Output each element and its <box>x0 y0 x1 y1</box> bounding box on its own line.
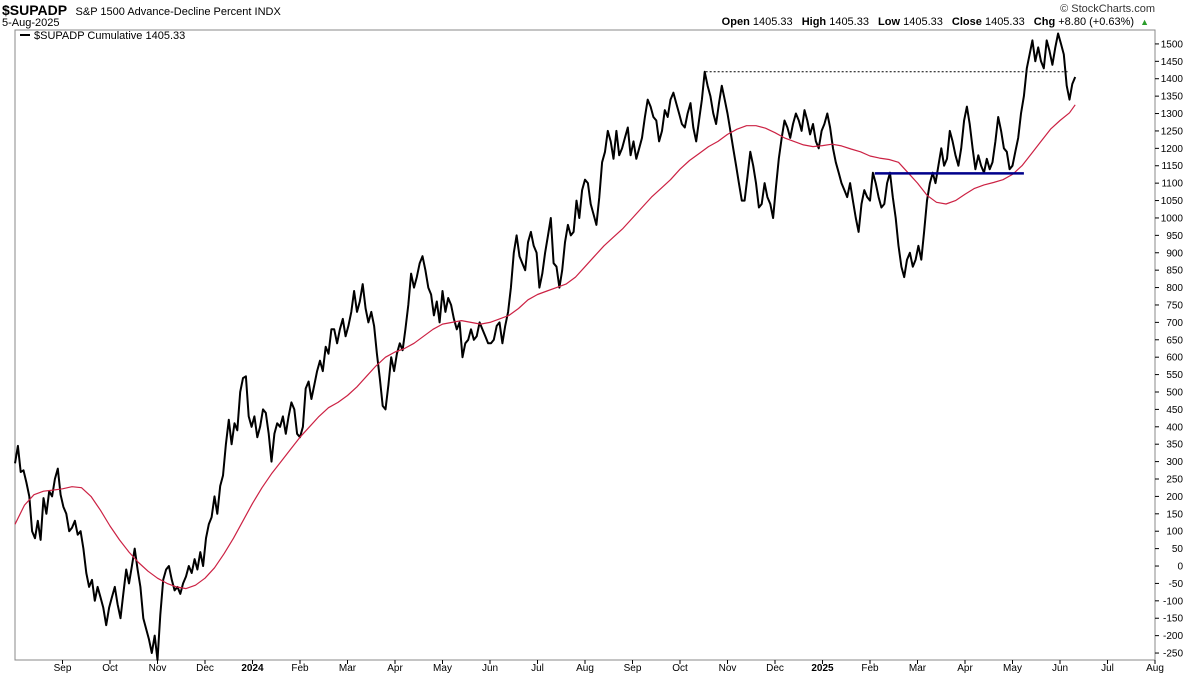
x-tick-label: Jul <box>531 663 544 674</box>
legend-label: $SUPADP Cumulative 1405.33 <box>34 30 185 42</box>
legend: $SUPADP Cumulative 1405.33 <box>20 30 185 42</box>
x-axis: Sep Oct Nov Dec 2024 Feb Mar Apr May Jun Jul Aug Sep… <box>54 660 1164 674</box>
x-tick-label: Oct <box>672 663 688 674</box>
x-tick-label: May <box>1003 663 1022 674</box>
x-tick-label: Dec <box>766 663 784 674</box>
y-tick-label: 450 <box>1166 405 1183 416</box>
high-value: 1405.33 <box>829 16 869 28</box>
y-tick-label: 250 <box>1166 475 1183 486</box>
y-tick-label: 1300 <box>1161 109 1184 120</box>
x-tick-label: Oct <box>102 663 118 674</box>
low-value: 1405.33 <box>903 16 943 28</box>
up-arrow-icon: ▲ <box>1140 17 1149 27</box>
x-tick-label: Jun <box>1052 663 1068 674</box>
y-tick-label: 500 <box>1166 387 1183 398</box>
y-tick-label: -200 <box>1163 631 1183 642</box>
chart-date: 5-Aug-2025 <box>2 17 60 29</box>
x-tick-label: Sep <box>54 663 72 674</box>
y-tick-label: 300 <box>1166 457 1183 468</box>
y-tick-label: 850 <box>1166 266 1183 277</box>
y-tick-label: 550 <box>1166 370 1183 381</box>
moving-average-line <box>14 104 1076 590</box>
y-tick-label: -100 <box>1163 596 1183 607</box>
x-tick-label: Apr <box>387 663 403 674</box>
x-tick-label: Dec <box>196 663 214 674</box>
y-tick-label: 750 <box>1166 300 1183 311</box>
y-tick-label: 1100 <box>1161 179 1183 190</box>
y-axis: -250 -200 -150 -100 -50 0 50 100 150 200 250 300 350… <box>1155 39 1184 660</box>
y-tick-label: 700 <box>1166 318 1183 329</box>
chg-value: +8.80 (+0.63%) <box>1058 16 1135 28</box>
x-tick-label: May <box>433 663 452 674</box>
x-tick-label: Nov <box>149 663 167 674</box>
y-tick-label: 1500 <box>1161 39 1184 50</box>
y-tick-label: 400 <box>1166 422 1183 433</box>
x-tick-label: Apr <box>957 663 973 674</box>
x-tick-label: Mar <box>339 663 357 674</box>
y-tick-label: 100 <box>1166 527 1183 538</box>
low-label: Low <box>878 16 901 28</box>
plot-frame <box>14 29 1156 661</box>
open-label: Open <box>721 16 750 28</box>
open-value: 1405.33 <box>752 16 793 28</box>
x-tick-label: 2024 <box>241 663 264 674</box>
y-tick-label: -150 <box>1163 614 1183 625</box>
y-tick-label: 600 <box>1166 353 1183 364</box>
symbol-title: $SUPADP <box>2 2 68 18</box>
y-tick-label: 1250 <box>1161 126 1184 137</box>
y-tick-label: 1200 <box>1161 144 1184 155</box>
y-tick-label: 150 <box>1166 509 1183 520</box>
y-tick-label: 950 <box>1166 231 1183 242</box>
x-tick-label: Mar <box>909 663 927 674</box>
chg-label: Chg <box>1033 16 1056 28</box>
series-layer <box>14 32 1077 661</box>
y-tick-label: 900 <box>1166 248 1183 259</box>
y-tick-label: 1050 <box>1161 196 1184 207</box>
x-tick-label: Feb <box>291 663 309 674</box>
x-tick-label: Sep <box>624 663 642 674</box>
y-tick-label: 1450 <box>1161 57 1184 68</box>
y-tick-label: 1350 <box>1161 92 1184 103</box>
brand-watermark: © StockCharts.com <box>1060 3 1155 15</box>
y-tick-label: -50 <box>1169 579 1184 590</box>
high-label: High <box>801 16 827 28</box>
close-label: Close <box>951 16 982 28</box>
x-tick-label: Nov <box>719 663 737 674</box>
y-tick-label: 50 <box>1172 544 1184 555</box>
y-tick-label: 800 <box>1166 283 1183 294</box>
y-tick-label: 1000 <box>1161 213 1184 224</box>
x-tick-label: Feb <box>861 663 879 674</box>
ohlc-summary: Open 1405.33 High 1405.33 Low 1405.33 Cl… <box>722 16 1155 28</box>
y-tick-label: 650 <box>1166 335 1183 346</box>
price-line <box>14 32 1077 661</box>
x-tick-label: Jul <box>1101 663 1114 674</box>
y-tick-label: 200 <box>1166 492 1183 503</box>
x-tick-label: Jun <box>482 663 498 674</box>
x-tick-label: 2025 <box>811 663 834 674</box>
y-tick-label: -250 <box>1163 649 1183 660</box>
close-value: 1405.33 <box>984 16 1025 28</box>
y-tick-label: 1400 <box>1161 74 1184 85</box>
y-tick-label: 350 <box>1166 440 1183 451</box>
x-tick-label: Aug <box>1146 663 1164 674</box>
chart-header: $SUPADP S&P 1500 Advance-Decline Percent… <box>2 2 281 20</box>
x-tick-label: Aug <box>576 663 594 674</box>
symbol-description: S&P 1500 Advance-Decline Percent INDX <box>75 6 281 18</box>
y-tick-label: 1150 <box>1161 161 1183 172</box>
y-tick-label: 0 <box>1177 562 1183 573</box>
